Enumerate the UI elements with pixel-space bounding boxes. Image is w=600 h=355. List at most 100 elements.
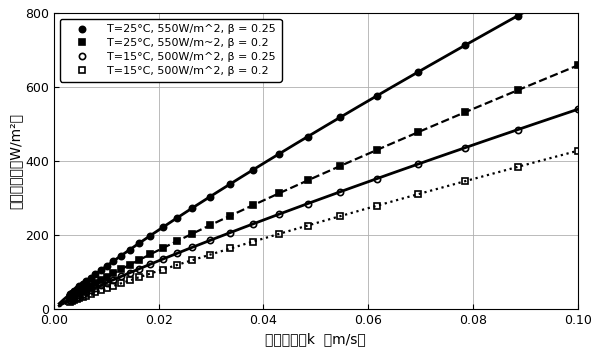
T=25°C, 550W/m^2, β = 0.25 [79,282,86,286]
T=15°C, 500W/m^2, β = 0.25 [159,257,166,261]
T=25°C, 550W/m^2, β = 0.25 [275,152,282,156]
T=25°C, 550W/m~2, β = 0.2 [66,296,73,300]
T=15°C, 500W/m^2, β = 0.2 [126,278,133,283]
T=25°C, 550W/m~2, β = 0.2 [206,223,214,227]
T=15°C, 500W/m^2, β = 0.2 [250,240,257,244]
T=25°C, 550W/m~2, β = 0.2 [173,239,181,244]
T=25°C, 550W/m~2, β = 0.2 [514,88,521,92]
Line: T=15°C, 500W/m^2, β = 0.25: T=15°C, 500W/m^2, β = 0.25 [67,106,581,303]
T=25°C, 550W/m~2, β = 0.2 [70,293,77,297]
T=25°C, 550W/m^2, β = 0.25 [173,216,181,220]
T=25°C, 550W/m^2, β = 0.25 [159,225,166,229]
X-axis label: 交換速度　k  （m/s）: 交換速度 k （m/s） [265,333,366,347]
T=15°C, 500W/m^2, β = 0.25 [103,281,110,285]
T=15°C, 500W/m^2, β = 0.25 [189,245,196,249]
T=15°C, 500W/m^2, β = 0.2 [227,246,234,251]
T=15°C, 500W/m^2, β = 0.2 [70,298,77,302]
T=15°C, 500W/m^2, β = 0.2 [159,267,166,272]
T=25°C, 550W/m~2, β = 0.2 [87,284,94,288]
T=25°C, 550W/m^2, β = 0.25 [227,182,234,186]
T=15°C, 500W/m^2, β = 0.2 [275,232,282,236]
T=15°C, 500W/m^2, β = 0.25 [73,295,80,299]
T=15°C, 500W/m^2, β = 0.25 [173,251,181,256]
T=25°C, 550W/m~2, β = 0.2 [147,252,154,256]
T=25°C, 550W/m~2, β = 0.2 [83,286,90,290]
T=25°C, 550W/m^2, β = 0.25 [68,290,76,295]
T=15°C, 500W/m^2, β = 0.25 [147,262,154,266]
Y-axis label: 蒸散の潜熱（W/m²）: 蒸散の潜熱（W/m²） [8,113,22,209]
T=15°C, 500W/m^2, β = 0.25 [126,271,133,275]
T=25°C, 550W/m^2, β = 0.25 [83,279,90,283]
T=15°C, 500W/m^2, β = 0.25 [373,176,380,181]
T=15°C, 500W/m^2, β = 0.25 [87,288,94,292]
T=25°C, 550W/m^2, β = 0.25 [66,292,73,296]
T=25°C, 550W/m^2, β = 0.25 [461,43,469,47]
T=15°C, 500W/m^2, β = 0.25 [118,274,125,279]
T=15°C, 500W/m^2, β = 0.2 [415,192,422,196]
T=25°C, 550W/m~2, β = 0.2 [337,164,344,168]
T=15°C, 500W/m^2, β = 0.2 [147,271,154,275]
T=15°C, 500W/m^2, β = 0.2 [136,275,143,279]
T=15°C, 500W/m^2, β = 0.25 [79,291,86,296]
T=25°C, 550W/m^2, β = 0.25 [87,276,94,280]
T=15°C, 500W/m^2, β = 0.2 [87,292,94,296]
T=15°C, 500W/m^2, β = 0.2 [189,258,196,262]
T=25°C, 550W/m^2, β = 0.25 [97,268,104,273]
T=15°C, 500W/m^2, β = 0.25 [83,290,90,294]
T=25°C, 550W/m~2, β = 0.2 [189,231,196,236]
T=25°C, 550W/m~2, β = 0.2 [136,258,143,262]
Legend: T=25°C, 550W/m^2, β = 0.25, T=25°C, 550W/m~2, β = 0.2, T=15°C, 500W/m^2, β = 0.2: T=25°C, 550W/m^2, β = 0.25, T=25°C, 550W… [59,19,281,82]
T=15°C, 500W/m^2, β = 0.25 [227,230,234,235]
T=15°C, 500W/m^2, β = 0.25 [574,107,581,111]
T=25°C, 550W/m~2, β = 0.2 [461,110,469,114]
T=15°C, 500W/m^2, β = 0.2 [92,290,99,294]
T=25°C, 550W/m~2, β = 0.2 [227,214,234,218]
T=15°C, 500W/m^2, β = 0.2 [73,297,80,301]
T=15°C, 500W/m^2, β = 0.2 [66,300,73,304]
T=15°C, 500W/m^2, β = 0.2 [206,252,214,257]
T=15°C, 500W/m^2, β = 0.25 [110,278,117,282]
T=25°C, 550W/m~2, β = 0.2 [73,292,80,296]
T=15°C, 500W/m^2, β = 0.2 [97,288,104,293]
T=25°C, 550W/m^2, β = 0.25 [110,259,117,263]
T=25°C, 550W/m~2, β = 0.2 [118,267,125,272]
Line: T=15°C, 500W/m^2, β = 0.2: T=15°C, 500W/m^2, β = 0.2 [67,148,581,305]
T=25°C, 550W/m^2, β = 0.25 [92,272,99,277]
T=15°C, 500W/m^2, β = 0.2 [83,294,90,298]
T=25°C, 550W/m~2, β = 0.2 [79,288,86,293]
T=15°C, 500W/m^2, β = 0.25 [70,296,77,300]
T=15°C, 500W/m^2, β = 0.2 [304,223,311,228]
T=15°C, 500W/m^2, β = 0.25 [68,297,76,301]
T=25°C, 550W/m~2, β = 0.2 [373,148,380,152]
T=25°C, 550W/m^2, β = 0.25 [103,264,110,268]
T=25°C, 550W/m^2, β = 0.25 [206,195,214,199]
T=15°C, 500W/m^2, β = 0.2 [461,179,469,183]
T=25°C, 550W/m^2, β = 0.25 [76,284,83,289]
T=25°C, 550W/m^2, β = 0.25 [250,168,257,172]
T=25°C, 550W/m~2, β = 0.2 [275,191,282,196]
T=25°C, 550W/m^2, β = 0.25 [126,247,133,252]
T=25°C, 550W/m^2, β = 0.25 [304,135,311,139]
T=15°C, 500W/m^2, β = 0.25 [66,298,73,302]
T=15°C, 500W/m^2, β = 0.2 [76,296,83,300]
T=15°C, 500W/m^2, β = 0.2 [68,299,76,303]
T=25°C, 550W/m^2, β = 0.25 [415,70,422,74]
T=15°C, 500W/m^2, β = 0.2 [337,214,344,218]
Line: T=25°C, 550W/m^2, β = 0.25: T=25°C, 550W/m^2, β = 0.25 [67,0,581,297]
T=25°C, 550W/m~2, β = 0.2 [97,278,104,282]
T=15°C, 500W/m^2, β = 0.2 [173,263,181,267]
Line: T=25°C, 550W/m~2, β = 0.2: T=25°C, 550W/m~2, β = 0.2 [67,62,581,301]
T=15°C, 500W/m^2, β = 0.25 [97,283,104,288]
T=25°C, 550W/m^2, β = 0.25 [136,241,143,245]
T=15°C, 500W/m^2, β = 0.25 [304,202,311,206]
T=15°C, 500W/m^2, β = 0.25 [461,146,469,150]
T=15°C, 500W/m^2, β = 0.25 [250,222,257,226]
T=25°C, 550W/m~2, β = 0.2 [110,271,117,275]
T=15°C, 500W/m^2, β = 0.2 [103,286,110,290]
T=15°C, 500W/m^2, β = 0.2 [79,295,86,299]
T=25°C, 550W/m~2, β = 0.2 [250,203,257,207]
T=25°C, 550W/m~2, β = 0.2 [76,290,83,294]
T=15°C, 500W/m^2, β = 0.2 [373,203,380,208]
T=25°C, 550W/m~2, β = 0.2 [68,295,76,299]
T=15°C, 500W/m^2, β = 0.25 [415,162,422,166]
